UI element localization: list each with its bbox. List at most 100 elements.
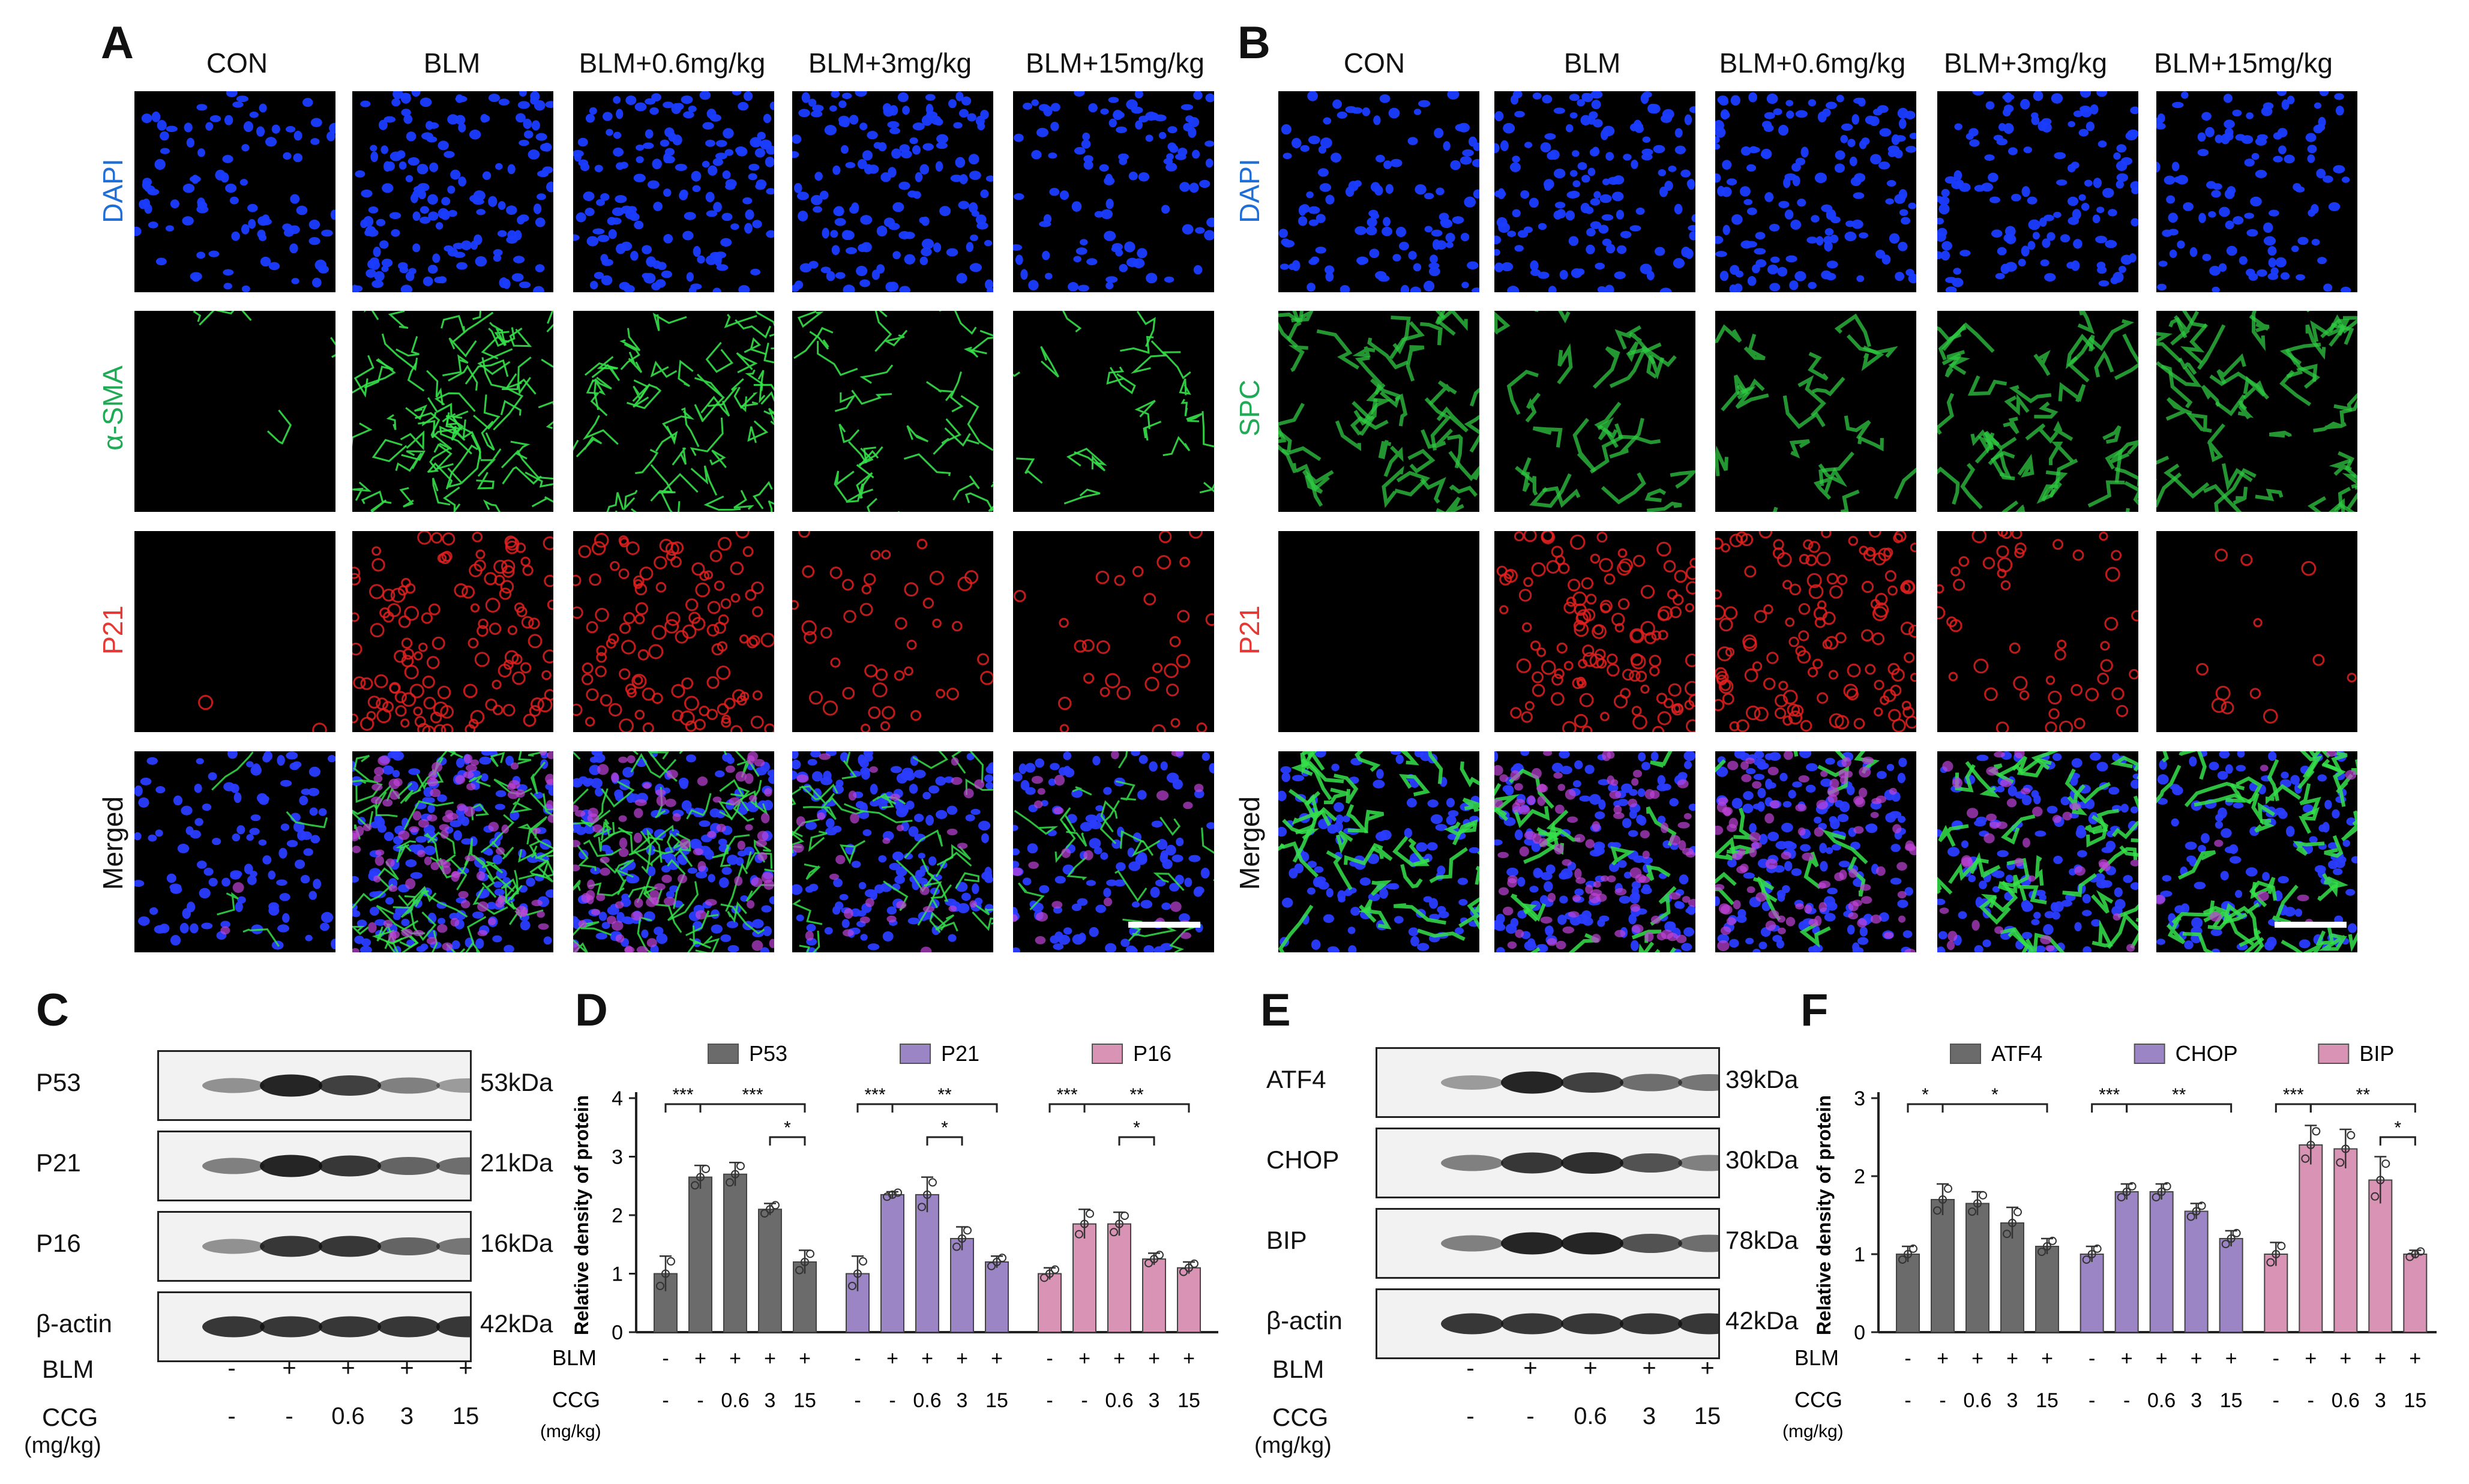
micrograph-a-merged-2: [352, 751, 553, 952]
x-blm-0-0: -: [1904, 1347, 1911, 1370]
data-point-2-2-2: [1120, 1211, 1129, 1220]
blot-c-band-1-4: [436, 1157, 470, 1175]
micrograph-a-p21-3: [573, 531, 774, 732]
x-blm-1-4: +: [2225, 1347, 2237, 1370]
blot-c-blm-sign-3: +: [400, 1355, 414, 1381]
data-point-2-4-0: [1179, 1267, 1188, 1276]
x-ccg-1-3: 3: [2191, 1389, 2202, 1412]
legend-label-2: P16: [1133, 1041, 1171, 1066]
bar-0-4: [2035, 1246, 2059, 1333]
legend-label-1: CHOP: [2176, 1041, 2238, 1066]
y-tick-label: 1: [612, 1263, 623, 1286]
data-point-2-1-1: [1080, 1219, 1089, 1228]
blot-e-strip-3: [1376, 1288, 1720, 1359]
blot-c-blm-label: BLM: [42, 1355, 94, 1383]
col-header-a-1: CON: [206, 47, 268, 79]
data-point-1-1-1: [2122, 1188, 2131, 1196]
data-point-0-0-2: [1909, 1244, 1917, 1253]
row-label-a-merged: Merged: [97, 796, 128, 890]
legend-swatch-1: [2134, 1044, 2165, 1064]
blot-c-band-0-3: [377, 1077, 440, 1094]
data-point-1-3-1: [958, 1234, 966, 1243]
data-point-1-3-0: [2186, 1212, 2195, 1221]
data-point-1-0-2: [2093, 1244, 2102, 1253]
col-header-a-3: BLM+0.6mg/kg: [579, 47, 766, 79]
bar-1-4: [2219, 1238, 2243, 1333]
blot-c-ccg-value-4: 15: [452, 1403, 480, 1429]
blot-e-band-1-0: [1441, 1155, 1503, 1171]
micrograph-b-p21-3: [1715, 531, 1916, 732]
data-point-2-0-1: [2272, 1250, 2281, 1258]
data-point-2-0-1: [1045, 1269, 1054, 1278]
micrograph-b-dapi-3: [1715, 91, 1916, 292]
blot-e-band-3-1: [1501, 1313, 1563, 1335]
bar-0-0: [1896, 1254, 1920, 1333]
data-point-1-1-0: [883, 1192, 891, 1201]
x-ccg-1-1: -: [2123, 1389, 2130, 1412]
micrograph-b-dapi-4: [1937, 91, 2138, 292]
x-ccg-2-1: -: [1081, 1389, 1087, 1412]
x-ccg-2-0: -: [1046, 1389, 1053, 1412]
data-point-0-0-1: [1904, 1250, 1912, 1258]
sig-label-2-2: *: [1133, 1118, 1140, 1138]
sig-bracket-2-2: [2379, 1136, 2416, 1146]
x-row-label-2: (mg/kg): [540, 1422, 601, 1441]
micrograph-a-sma-4: [792, 311, 993, 512]
legend-swatch-2: [2318, 1044, 2350, 1064]
bar-0-1: [1931, 1199, 1955, 1333]
micrograph-b-merged-1: [1278, 751, 1479, 952]
blot-c-ccg-value-3: 3: [400, 1403, 414, 1429]
blot-e-label-1: CHOP: [1266, 1146, 1340, 1174]
x-ccg-0-2: 0.6: [1963, 1389, 1991, 1412]
blot-e-blm-sign-4: +: [1700, 1355, 1715, 1381]
x-ccg-1-2: 0.6: [2147, 1389, 2176, 1412]
data-point-0-2-0: [726, 1178, 734, 1187]
x-blm-0-4: +: [2041, 1347, 2053, 1370]
legend-swatch-0: [708, 1044, 739, 1064]
x-blm-0-1: +: [694, 1347, 706, 1370]
blot-e-strip-1: [1376, 1128, 1720, 1198]
col-header-a-5: BLM+15mg/kg: [1026, 47, 1204, 79]
data-point-2-2-1: [2341, 1144, 2350, 1153]
data-point-0-3-0: [760, 1209, 769, 1218]
bar-1-4: [985, 1261, 1009, 1333]
bar-chart-f: 0 1 2 3 Relative density of protein ATF4 - - + - +…: [1782, 1032, 2443, 1464]
micrograph-a-merged-3: [573, 751, 774, 952]
x-blm-2-0: -: [1046, 1347, 1053, 1370]
data-point-2-2-0: [2336, 1158, 2345, 1167]
blot-e-label-0: ATF4: [1266, 1065, 1326, 1093]
row-label-b-merged: Merged: [1234, 796, 1265, 890]
micrograph-b-dapi-2: [1494, 91, 1695, 292]
blot-e-strip-0: [1376, 1047, 1720, 1118]
sig-label-1-0: ***: [2099, 1085, 2120, 1105]
x-blm-0-2: +: [729, 1347, 741, 1370]
data-point-1-1-1: [888, 1190, 897, 1199]
x-ccg-1-1: -: [889, 1389, 895, 1412]
sig-bracket-1-0: [856, 1103, 894, 1113]
data-point-0-2-1: [1973, 1199, 1982, 1208]
blot-c-band-2-4: [436, 1238, 470, 1255]
data-point-0-3-1: [2008, 1219, 2016, 1227]
x-row-label-1: CCG: [1794, 1387, 1842, 1412]
blot-c-band-2-3: [377, 1237, 440, 1255]
x-blm-2-3: +: [2374, 1347, 2386, 1370]
bar-0-2: [723, 1173, 747, 1333]
blot-e-band-1-3: [1620, 1153, 1682, 1173]
sig-label-0-2: *: [784, 1118, 791, 1138]
row-label-a-sma: α-SMA: [97, 365, 128, 451]
x-row-label-2: (mg/kg): [1782, 1422, 1844, 1441]
micrograph-a-p21-2: [352, 531, 553, 732]
data-point-2-1-0: [2301, 1154, 2310, 1163]
blot-c-band-0-0: [202, 1078, 265, 1093]
y-tick-label: 0: [1854, 1321, 1865, 1344]
legend-swatch-1: [900, 1044, 931, 1064]
micrograph-b-spc-5: [2156, 311, 2357, 512]
x-blm-2-1: +: [2305, 1347, 2317, 1370]
blot-e-band-1-1: [1501, 1152, 1563, 1174]
data-point-0-0-0: [656, 1281, 664, 1290]
blot-c-ccg-value-1: -: [285, 1403, 293, 1429]
bar-2-2: [1107, 1223, 1131, 1333]
data-point-2-4-1: [1185, 1263, 1193, 1272]
legend-swatch-2: [1092, 1044, 1123, 1064]
x-ccg-0-0: -: [1904, 1389, 1911, 1412]
